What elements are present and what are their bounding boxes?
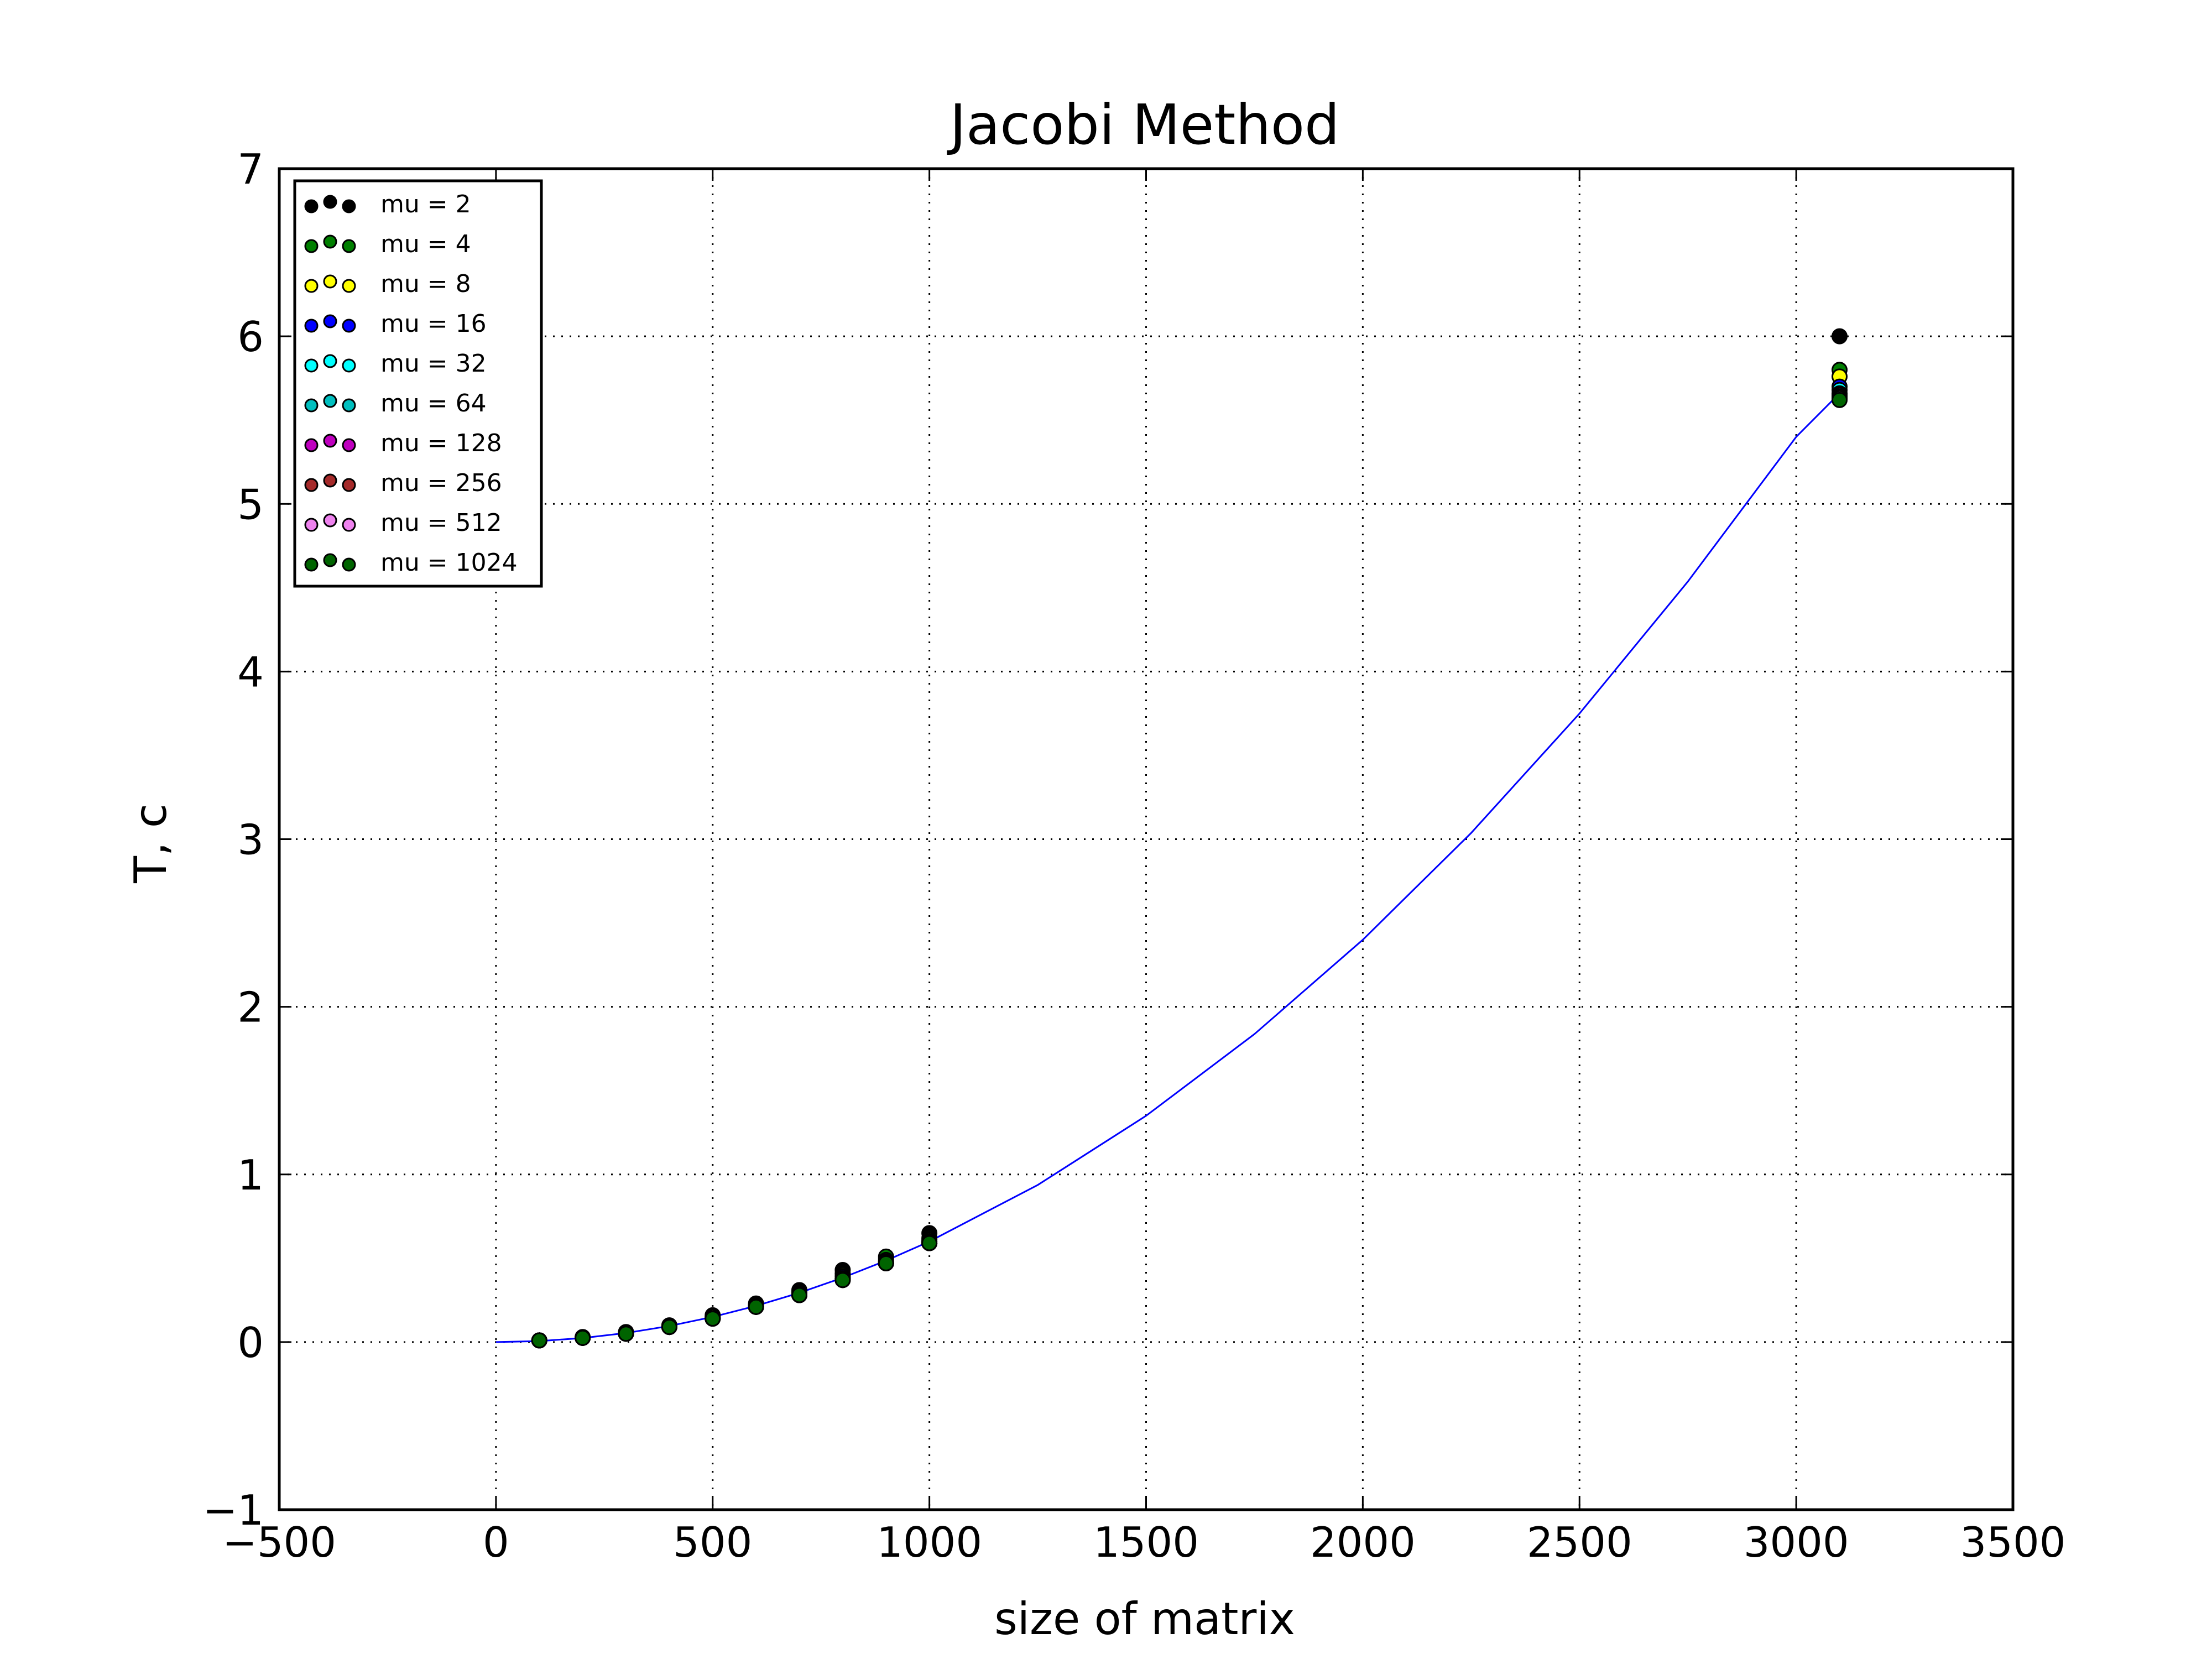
legend-marker [342, 518, 356, 532]
legend-label: mu = 1024 [380, 549, 518, 577]
legend-marker [304, 398, 319, 413]
legend-label: mu = 8 [380, 270, 471, 298]
legend-marker [342, 199, 356, 213]
y-axis-ticks: −1 0 1 2 3 4 5 6 7 [202, 145, 2013, 1535]
y-axis-label: T, c [125, 804, 176, 884]
legend-marker [323, 234, 337, 249]
legend-marker [323, 354, 337, 368]
x-tick-label: 1500 [1093, 1518, 1199, 1567]
x-tick-label: 2500 [1527, 1518, 1632, 1567]
legend-label: mu = 4 [380, 230, 471, 258]
legend-marker [323, 394, 337, 408]
legend: mu = 2 mu = 4 mu = 8 mu = 16 mu = 32 mu = 64 m… [293, 179, 543, 588]
y-tick-label: 6 [237, 312, 264, 361]
x-tick-label: 3500 [1960, 1518, 2066, 1567]
legend-label: mu = 16 [380, 310, 487, 338]
legend-marker [342, 478, 356, 492]
data-point [791, 1287, 807, 1303]
data-points [531, 328, 1848, 1349]
data-point [748, 1298, 764, 1315]
x-tick-label: −500 [222, 1518, 336, 1567]
x-tick-label: 0 [483, 1518, 509, 1567]
data-point [705, 1310, 721, 1327]
legend-marker [304, 239, 319, 253]
legend-marker [304, 319, 319, 333]
legend-marker [342, 279, 356, 293]
chart-title: Jacobi Method [946, 92, 1339, 157]
legend-marker [323, 473, 337, 488]
legend-marker [323, 434, 337, 448]
x-axis-ticks: −500 0 500 1000 1500 2000 2500 3000 3500 [222, 169, 2065, 1567]
legend-label: mu = 256 [380, 469, 502, 497]
legend-marker [323, 553, 337, 567]
y-tick-label: 7 [237, 145, 264, 194]
legend-label: mu = 512 [380, 509, 502, 537]
legend-marker [342, 358, 356, 373]
y-tick-label: 1 [237, 1151, 264, 1199]
legend-marker [342, 398, 356, 413]
legend-marker [304, 199, 319, 213]
y-tick-label: 5 [237, 480, 264, 529]
data-point [834, 1272, 851, 1288]
legend-label: mu = 2 [380, 190, 471, 218]
legend-marker [323, 274, 337, 289]
y-tick-label: 2 [237, 983, 264, 1032]
x-tick-label: 3000 [1744, 1518, 1849, 1567]
data-point [618, 1326, 634, 1342]
data-point [878, 1255, 894, 1271]
legend-marker [342, 438, 356, 452]
y-tick-label: −1 [202, 1486, 264, 1535]
legend-marker [342, 557, 356, 572]
legend-marker [323, 513, 337, 528]
grid [279, 169, 2013, 1510]
legend-marker [342, 319, 356, 333]
legend-marker [323, 195, 337, 209]
legend-label: mu = 64 [380, 389, 487, 418]
legend-marker [323, 314, 337, 328]
x-tick-label: 2000 [1310, 1518, 1416, 1567]
legend-marker [342, 239, 356, 253]
x-tick-label: 1000 [877, 1518, 982, 1567]
legend-marker [304, 557, 319, 572]
x-axis-label: size of matrix [994, 1593, 1295, 1645]
y-tick-label: 3 [237, 816, 264, 864]
data-point [531, 1332, 547, 1349]
legend-marker [304, 518, 319, 532]
data-point [1832, 392, 1848, 408]
y-tick-label: 4 [237, 648, 264, 696]
legend-marker [304, 438, 319, 452]
data-point [575, 1329, 591, 1346]
data-point [1832, 328, 1848, 345]
legend-marker [304, 279, 319, 293]
data-point [661, 1319, 677, 1335]
legend-marker [304, 358, 319, 373]
legend-marker [304, 478, 319, 492]
legend-label: mu = 128 [380, 429, 502, 457]
data-point [921, 1235, 938, 1251]
legend-label: mu = 32 [380, 349, 487, 378]
x-tick-label: 500 [673, 1518, 752, 1567]
y-tick-label: 0 [237, 1318, 264, 1367]
